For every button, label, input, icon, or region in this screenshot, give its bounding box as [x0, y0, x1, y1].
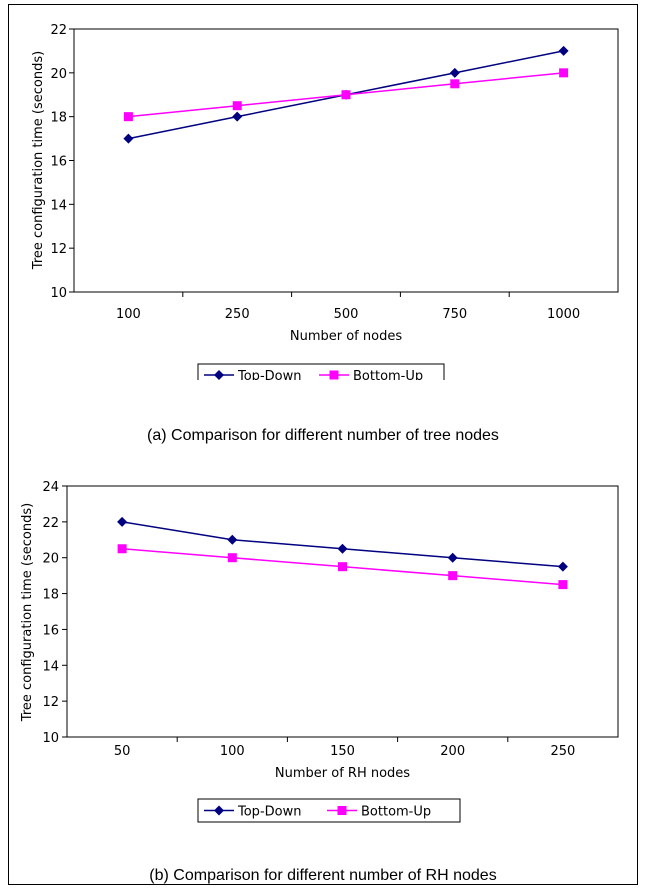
chart-b-legend-label: Top-Down	[237, 805, 301, 820]
chart-b-x-axis-label: Number of RH nodes	[275, 766, 410, 781]
chart-b-series-bottom-up-point	[338, 562, 347, 572]
chart-a-series-bottom-up-point	[450, 79, 460, 89]
chart-b-legend-marker	[214, 805, 224, 816]
chart-b-series-top-down-point	[557, 561, 568, 572]
chart-b-y-tick-label: 14	[42, 659, 59, 674]
chart-b-series-bottom-up-point	[117, 544, 127, 554]
chart-a-x-tick-label: 1000	[547, 307, 580, 322]
chart-a-legend-marker	[329, 370, 339, 380]
chart-a-series-bottom-up-point	[123, 112, 133, 122]
chart-a-x-tick-label: 250	[225, 307, 250, 322]
chart-a-series-top-down-point	[558, 45, 569, 56]
chart-a-y-tick-label: 12	[50, 242, 67, 257]
chart-b-series-top-down-point	[447, 552, 458, 563]
chart-a-caption: (a) Comparison for different number of t…	[147, 427, 499, 444]
chart-b-series-top-down-point	[227, 534, 238, 545]
chart-a-series-bottom-up-point	[341, 90, 351, 100]
chart-a-x-tick-label: 100	[116, 307, 141, 322]
chart-b-legend: Top-Down Bottom-Up	[197, 798, 461, 823]
chart-b-y-tick-label: 10	[42, 731, 59, 746]
chart-a-legend-box	[197, 363, 445, 380]
chart-a-legend-label: Bottom-Up	[353, 369, 423, 380]
chart-a-series-top-down-point	[449, 67, 460, 78]
chart-a-y-tick-label: 14	[50, 198, 67, 213]
chart-b-series-bottom-up	[117, 544, 568, 590]
chart-a-y-tick-label: 18	[50, 111, 67, 126]
chart-b-series-top-down-point	[117, 516, 128, 527]
chart-a-x-tick-label: 500	[334, 307, 359, 322]
chart-b-y-tick-label: 20	[42, 552, 59, 567]
chart-b-x-tick-label: 100	[220, 744, 245, 759]
chart-a-legend: Top-Down Bottom-Up	[197, 363, 445, 380]
chart-a: 10 12 14 16 18 20 22 100 250 500 750 1000 Number of …	[31, 23, 619, 380]
chart-a-plot-area	[73, 28, 619, 293]
chart-b: 10 12 14 16 18 20 22 24 50 100 150 200 250 Number of …	[20, 480, 619, 823]
chart-a-series-top-down-point	[232, 111, 243, 122]
chart-b-legend-label: Bottom-Up	[361, 805, 431, 820]
chart-b-plot-area	[66, 485, 619, 738]
chart-b-y-tick-label: 18	[42, 588, 59, 603]
chart-b-x-tick-label: 250	[550, 744, 575, 759]
chart-b-y-tick-label: 12	[42, 695, 59, 710]
chart-a-legend-marker	[214, 370, 224, 380]
chart-a-series-bottom-up-point	[232, 101, 242, 111]
chart-b-y-tick-label: 22	[42, 516, 59, 531]
chart-b-caption: (b) Comparison for different number of R…	[149, 867, 497, 884]
chart-a-x-tick-label: 750	[442, 307, 467, 322]
chart-b-series-bottom-up-point	[448, 571, 458, 581]
chart-b-y-axis-label: Tree configuration time (seconds)	[20, 503, 35, 722]
chart-b-x-tick-label: 200	[440, 744, 465, 759]
chart-a-legend-label: Top-Down	[237, 369, 301, 380]
chart-a-y-tick-label: 22	[50, 23, 67, 38]
chart-a-x-axis-label: Number of nodes	[290, 329, 402, 344]
chart-a-series-bottom-up-point	[559, 68, 569, 78]
chart-a-y-tick-label: 10	[50, 286, 67, 301]
chart-a-series-bottom-up	[123, 68, 569, 122]
chart-b-x-tick-label: 50	[114, 744, 131, 759]
chart-b-series-bottom-up-point	[558, 580, 568, 590]
chart-b-x-tick-label: 150	[330, 744, 355, 759]
chart-b-y-tick-label: 16	[42, 623, 59, 638]
chart-b-series-top-down-point	[337, 543, 348, 554]
chart-a-y-tick-label: 20	[50, 67, 67, 82]
chart-b-series-top-down	[117, 516, 568, 572]
chart-b-legend-marker	[337, 806, 347, 815]
chart-b-y-tick-label: 24	[42, 480, 59, 495]
figure-frame	[8, 4, 638, 885]
chart-a-series-top-down-point	[123, 133, 134, 144]
chart-a-y-tick-label: 16	[50, 155, 67, 170]
chart-b-series-bottom-up-point	[227, 553, 237, 563]
chart-a-y-axis-label: Tree configuration time (seconds)	[31, 51, 46, 270]
